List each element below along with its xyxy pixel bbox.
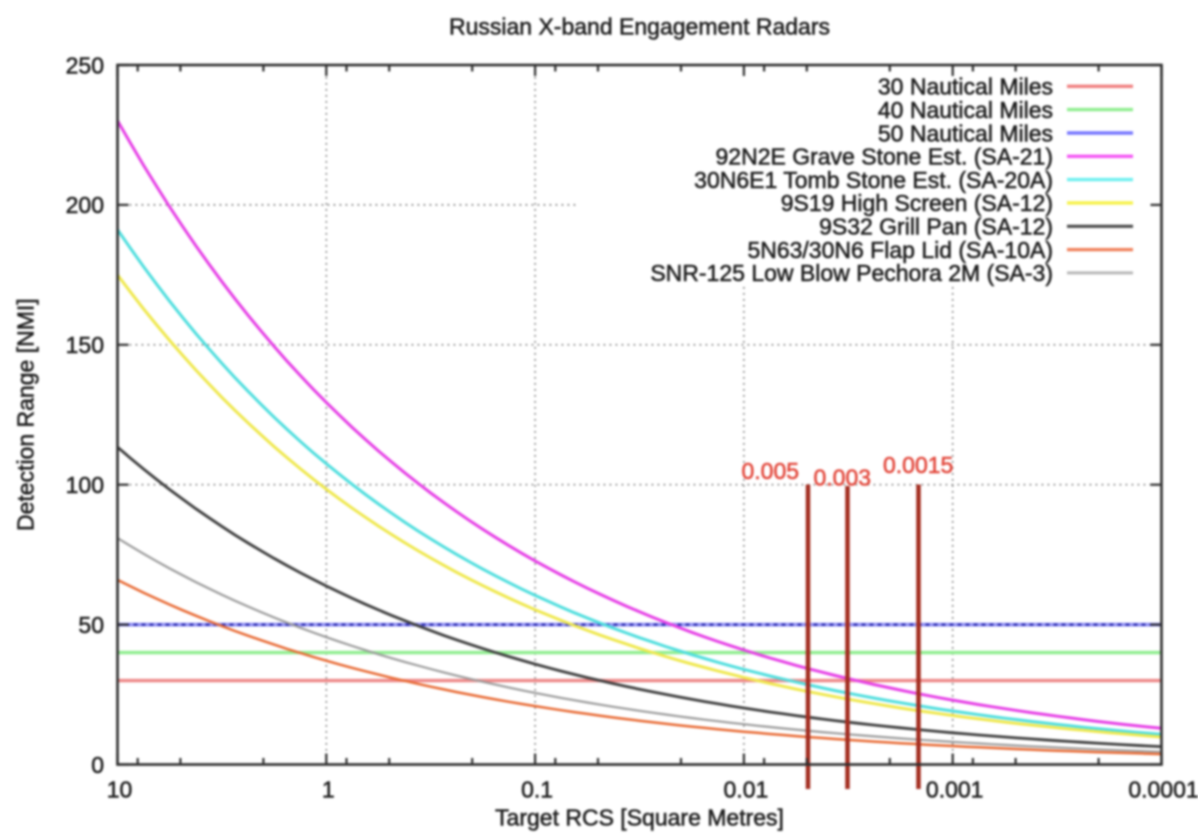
svg-text:150: 150 — [66, 332, 104, 358]
svg-text:5N63/30N6 Flap Lid (SA-10A): 5N63/30N6 Flap Lid (SA-10A) — [747, 237, 1053, 263]
svg-text:Russian X-band Engagement Rada: Russian X-band Engagement Radars — [449, 14, 830, 40]
svg-text:92N2E Grave Stone Est. (SA-21): 92N2E Grave Stone Est. (SA-21) — [716, 144, 1054, 170]
svg-text:0.001: 0.001 — [926, 777, 984, 803]
svg-text:SNR-125 Low Blow Pechora 2M (S: SNR-125 Low Blow Pechora 2M (SA-3) — [650, 260, 1053, 286]
svg-text:0: 0 — [91, 752, 104, 778]
svg-text:Target RCS [Square Metres]: Target RCS [Square Metres] — [495, 805, 784, 831]
svg-text:0.003: 0.003 — [814, 465, 872, 491]
svg-text:10: 10 — [107, 777, 133, 803]
svg-text:30 Nautical Miles: 30 Nautical Miles — [878, 74, 1053, 100]
svg-text:0.0001: 0.0001 — [1128, 777, 1198, 803]
svg-text:Detection Range [NMI]: Detection Range [NMI] — [13, 298, 39, 531]
svg-text:0.0015: 0.0015 — [883, 452, 953, 478]
svg-text:50 Nautical Miles: 50 Nautical Miles — [878, 120, 1053, 146]
svg-text:1: 1 — [322, 777, 335, 803]
svg-text:250: 250 — [66, 52, 104, 78]
svg-text:50: 50 — [78, 612, 104, 638]
svg-text:0.005: 0.005 — [742, 458, 800, 484]
svg-text:9S19 High Screen (SA-12): 9S19 High Screen (SA-12) — [781, 190, 1053, 216]
svg-text:30N6E1 Tomb Stone Est. (SA-20A: 30N6E1 Tomb Stone Est. (SA-20A) — [694, 167, 1053, 193]
svg-text:0.1: 0.1 — [521, 777, 553, 803]
svg-text:9S32 Grill Pan (SA-12): 9S32 Grill Pan (SA-12) — [819, 214, 1053, 240]
svg-text:200: 200 — [66, 192, 104, 218]
svg-text:0.01: 0.01 — [724, 777, 769, 803]
svg-text:100: 100 — [66, 472, 104, 498]
svg-text:40 Nautical Miles: 40 Nautical Miles — [878, 97, 1053, 123]
